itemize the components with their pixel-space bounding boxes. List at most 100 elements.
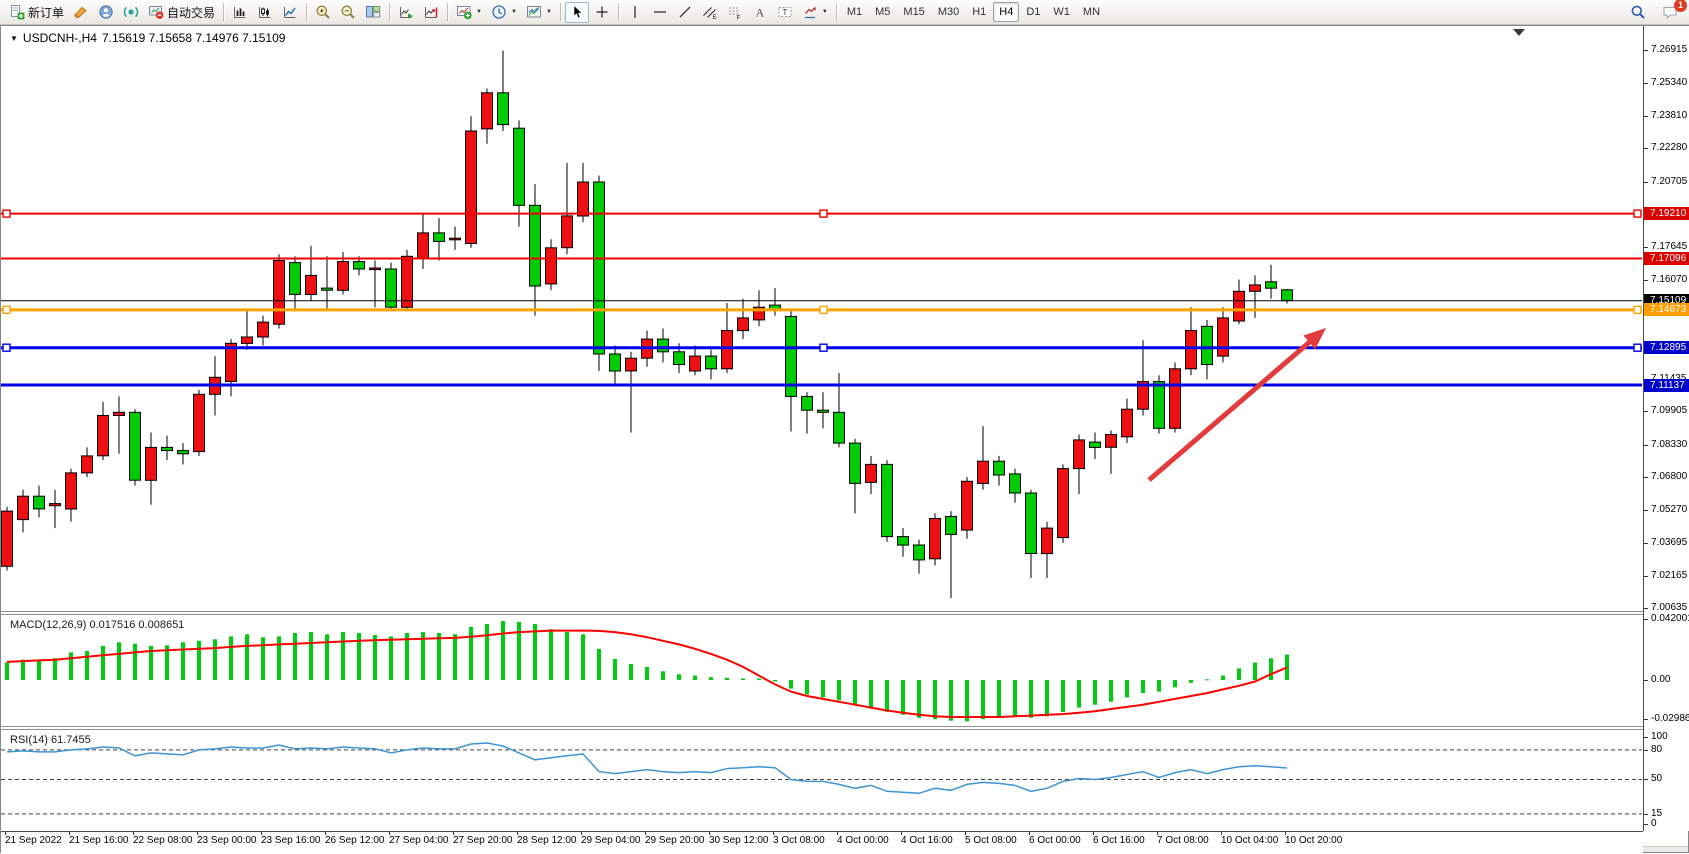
search-button[interactable] xyxy=(1626,2,1650,23)
shapes-button[interactable]: ▼ xyxy=(798,2,832,23)
hline-icon xyxy=(653,11,666,13)
candle xyxy=(1249,284,1261,292)
timeframe-m1[interactable]: M1 xyxy=(846,6,863,18)
collapse-icon[interactable]: ▼ xyxy=(10,33,18,43)
candle xyxy=(289,262,301,295)
timeframe-h4[interactable]: H4 xyxy=(993,2,1020,22)
timeframe-h1[interactable]: H1 xyxy=(972,6,987,18)
price-tick-label: 7.25340 xyxy=(1651,77,1688,88)
crosshair-button[interactable] xyxy=(590,2,614,23)
candle xyxy=(1073,439,1085,470)
autotrade-button[interactable]: 自动交易 xyxy=(144,2,219,23)
candle xyxy=(689,355,701,372)
candles-layer xyxy=(1,50,1293,599)
time-tick-label: 21 Sep 16:00 xyxy=(69,835,129,846)
signal-icon xyxy=(123,6,139,18)
toolbar-separator xyxy=(617,3,619,21)
fibo-button[interactable]: F xyxy=(723,2,747,23)
candle xyxy=(369,267,381,271)
hline-button[interactable] xyxy=(648,2,672,23)
macd-chart-svg[interactable] xyxy=(1,615,1643,726)
rsi-chart-svg[interactable] xyxy=(1,730,1643,831)
price-pane[interactable] xyxy=(1,26,1643,611)
time-tick-label: 23 Sep 00:00 xyxy=(197,835,257,846)
price-chart-svg[interactable] xyxy=(1,26,1643,611)
line-selection-marker xyxy=(1633,305,1642,315)
crayon-icon xyxy=(74,6,87,19)
notification-badge: 1 xyxy=(1674,0,1687,12)
autotrade-button-label: 自动交易 xyxy=(167,5,216,20)
timeframe-m15[interactable]: M15 xyxy=(903,6,925,18)
time-tick-label: 27 Sep 20:00 xyxy=(453,835,513,846)
chat-button[interactable]: 1 xyxy=(1658,0,1687,23)
time-tick-label: 3 Oct 08:00 xyxy=(773,835,825,846)
vline-button[interactable] xyxy=(623,2,647,23)
candle xyxy=(929,518,941,560)
candle xyxy=(193,393,205,453)
candle xyxy=(177,450,189,455)
candle xyxy=(129,411,141,481)
time-tick-label: 4 Oct 16:00 xyxy=(901,835,953,846)
pane-separator[interactable] xyxy=(1,611,1643,615)
cursor-button[interactable] xyxy=(564,1,589,23)
price-badge-7.17096: 7.17096 xyxy=(1644,252,1689,265)
price-tick-label: 7.17645 xyxy=(1651,241,1688,252)
time-tick-label: 30 Sep 12:00 xyxy=(709,835,769,846)
line-selection-marker xyxy=(2,209,11,218)
templates-button[interactable]: ▼ xyxy=(522,2,556,23)
signals-button[interactable] xyxy=(119,2,143,23)
line-selection-marker xyxy=(819,305,828,315)
price-tick-label: 7.11435 xyxy=(1651,374,1686,384)
candle xyxy=(145,446,157,481)
timeframe-mn[interactable]: MN xyxy=(1082,6,1101,18)
candle xyxy=(81,455,93,474)
new-order-icon xyxy=(11,5,25,20)
periods-button[interactable]: ▼ xyxy=(487,2,521,23)
community-button[interactable] xyxy=(94,2,118,23)
time-tick-label: 6 Oct 16:00 xyxy=(1093,835,1145,846)
candle-chart-button[interactable] xyxy=(253,2,277,23)
candle xyxy=(593,181,605,355)
new-order-button[interactable]: 新订单 xyxy=(5,2,68,23)
text-icon: A xyxy=(755,6,764,20)
timeframe-d1[interactable]: D1 xyxy=(1026,6,1041,18)
pane-separator[interactable] xyxy=(1,726,1643,730)
price-axis[interactable]: 7.26915 7.25340 7.23810 7.22280 7.20705 7.176… xyxy=(1643,26,1689,831)
candle xyxy=(449,237,461,241)
candle xyxy=(561,215,573,249)
macd-pane[interactable] xyxy=(1,615,1643,726)
line-selection-marker xyxy=(819,209,828,218)
auto-scroll-button[interactable] xyxy=(394,2,418,23)
bar-chart-button[interactable] xyxy=(228,2,252,23)
text-button[interactable]: A xyxy=(748,2,772,23)
timeframe-w1[interactable]: W1 xyxy=(1053,6,1070,18)
toolbar-separator xyxy=(447,3,449,21)
label-icon: T xyxy=(778,7,792,17)
candle xyxy=(881,463,893,538)
rsi-pane[interactable] xyxy=(1,730,1643,831)
toolbar: 新订单 自动交易 ▼ ▼ ▼ E F A T ▼ M1 M5 M15 M30 H1 H4 D1 W1 MN 1 xyxy=(0,0,1689,25)
chart-shift-button[interactable] xyxy=(419,2,443,23)
candle xyxy=(577,181,589,217)
candle xyxy=(897,536,909,546)
zoom-out-button[interactable] xyxy=(336,2,360,23)
line-selection-marker xyxy=(2,305,11,315)
channel-button[interactable]: E xyxy=(698,2,722,23)
toolbar-separator xyxy=(559,3,561,21)
indicators-button[interactable]: ▼ xyxy=(452,2,486,23)
time-axis[interactable]: 21 Sep 2022 21 Sep 16:00 22 Sep 08:00 23 Se… xyxy=(1,831,1643,854)
zoom-out-icon xyxy=(341,5,355,19)
text-label-button[interactable]: T xyxy=(773,2,797,23)
timeframe-m30[interactable]: M30 xyxy=(937,6,960,18)
line-chart-button[interactable] xyxy=(278,2,302,23)
trendline-button[interactable] xyxy=(673,2,697,23)
candle xyxy=(497,92,509,126)
tile-windows-button[interactable] xyxy=(361,2,385,23)
candle xyxy=(657,338,669,353)
zoom-in-button[interactable] xyxy=(311,2,335,23)
time-tick-label: 29 Sep 20:00 xyxy=(645,835,705,846)
svg-text:F: F xyxy=(736,15,740,21)
timeframe-m5[interactable]: M5 xyxy=(875,6,891,18)
candle xyxy=(1,510,13,567)
styler-button[interactable] xyxy=(69,2,93,23)
